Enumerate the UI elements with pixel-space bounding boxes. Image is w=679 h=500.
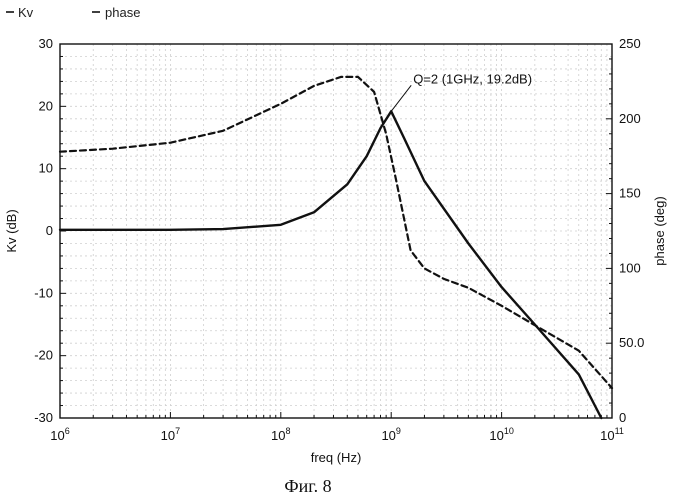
y-tick-label: -20 [34,348,53,363]
annotation-q: Q=2 (1GHz, 19.2dB) [391,71,532,111]
y2-tick-label: 250 [619,36,641,51]
annotation-label: Q=2 (1GHz, 19.2dB) [413,71,532,86]
x-tick-label: 109 [381,426,400,443]
y2-tick-label: 200 [619,111,641,126]
x-tick-label: 106 [50,426,69,443]
series-layer [60,77,612,418]
y-tick-label: 10 [39,161,53,176]
annotation-leader [391,85,411,111]
y-tick-label: -10 [34,285,53,300]
series-line-phase [60,77,612,388]
y2-tick-label: 0 [619,410,626,425]
figure-caption: Фиг. 8 [284,476,331,496]
y-tick-label: 30 [39,36,53,51]
y2-tick-label: 50.0 [619,335,644,350]
legend-label-kv: Kv [18,5,34,20]
x-axis-title: freq (Hz) [311,450,362,465]
legend: Kv phase [6,5,140,20]
y-tick-label: 20 [39,98,53,113]
tick-marks [60,56,612,418]
x-tick-label: 107 [161,426,180,443]
y-tick-label: -30 [34,410,53,425]
x-tick-label: 1011 [600,426,624,443]
x-tick-label: 1010 [489,426,513,443]
legend-label-phase: phase [105,5,140,20]
y-tick-label: 0 [46,223,53,238]
y-axis-title: Kv (dB) [4,209,19,252]
x-tick-label: 108 [271,426,290,443]
y2-axis-title: phase (deg) [652,196,667,265]
tick-labels: 106107108109101010113020100-10-20-302502… [34,36,644,443]
y2-tick-label: 150 [619,186,641,201]
y2-tick-label: 100 [619,260,641,275]
series-line-kv [60,111,601,418]
